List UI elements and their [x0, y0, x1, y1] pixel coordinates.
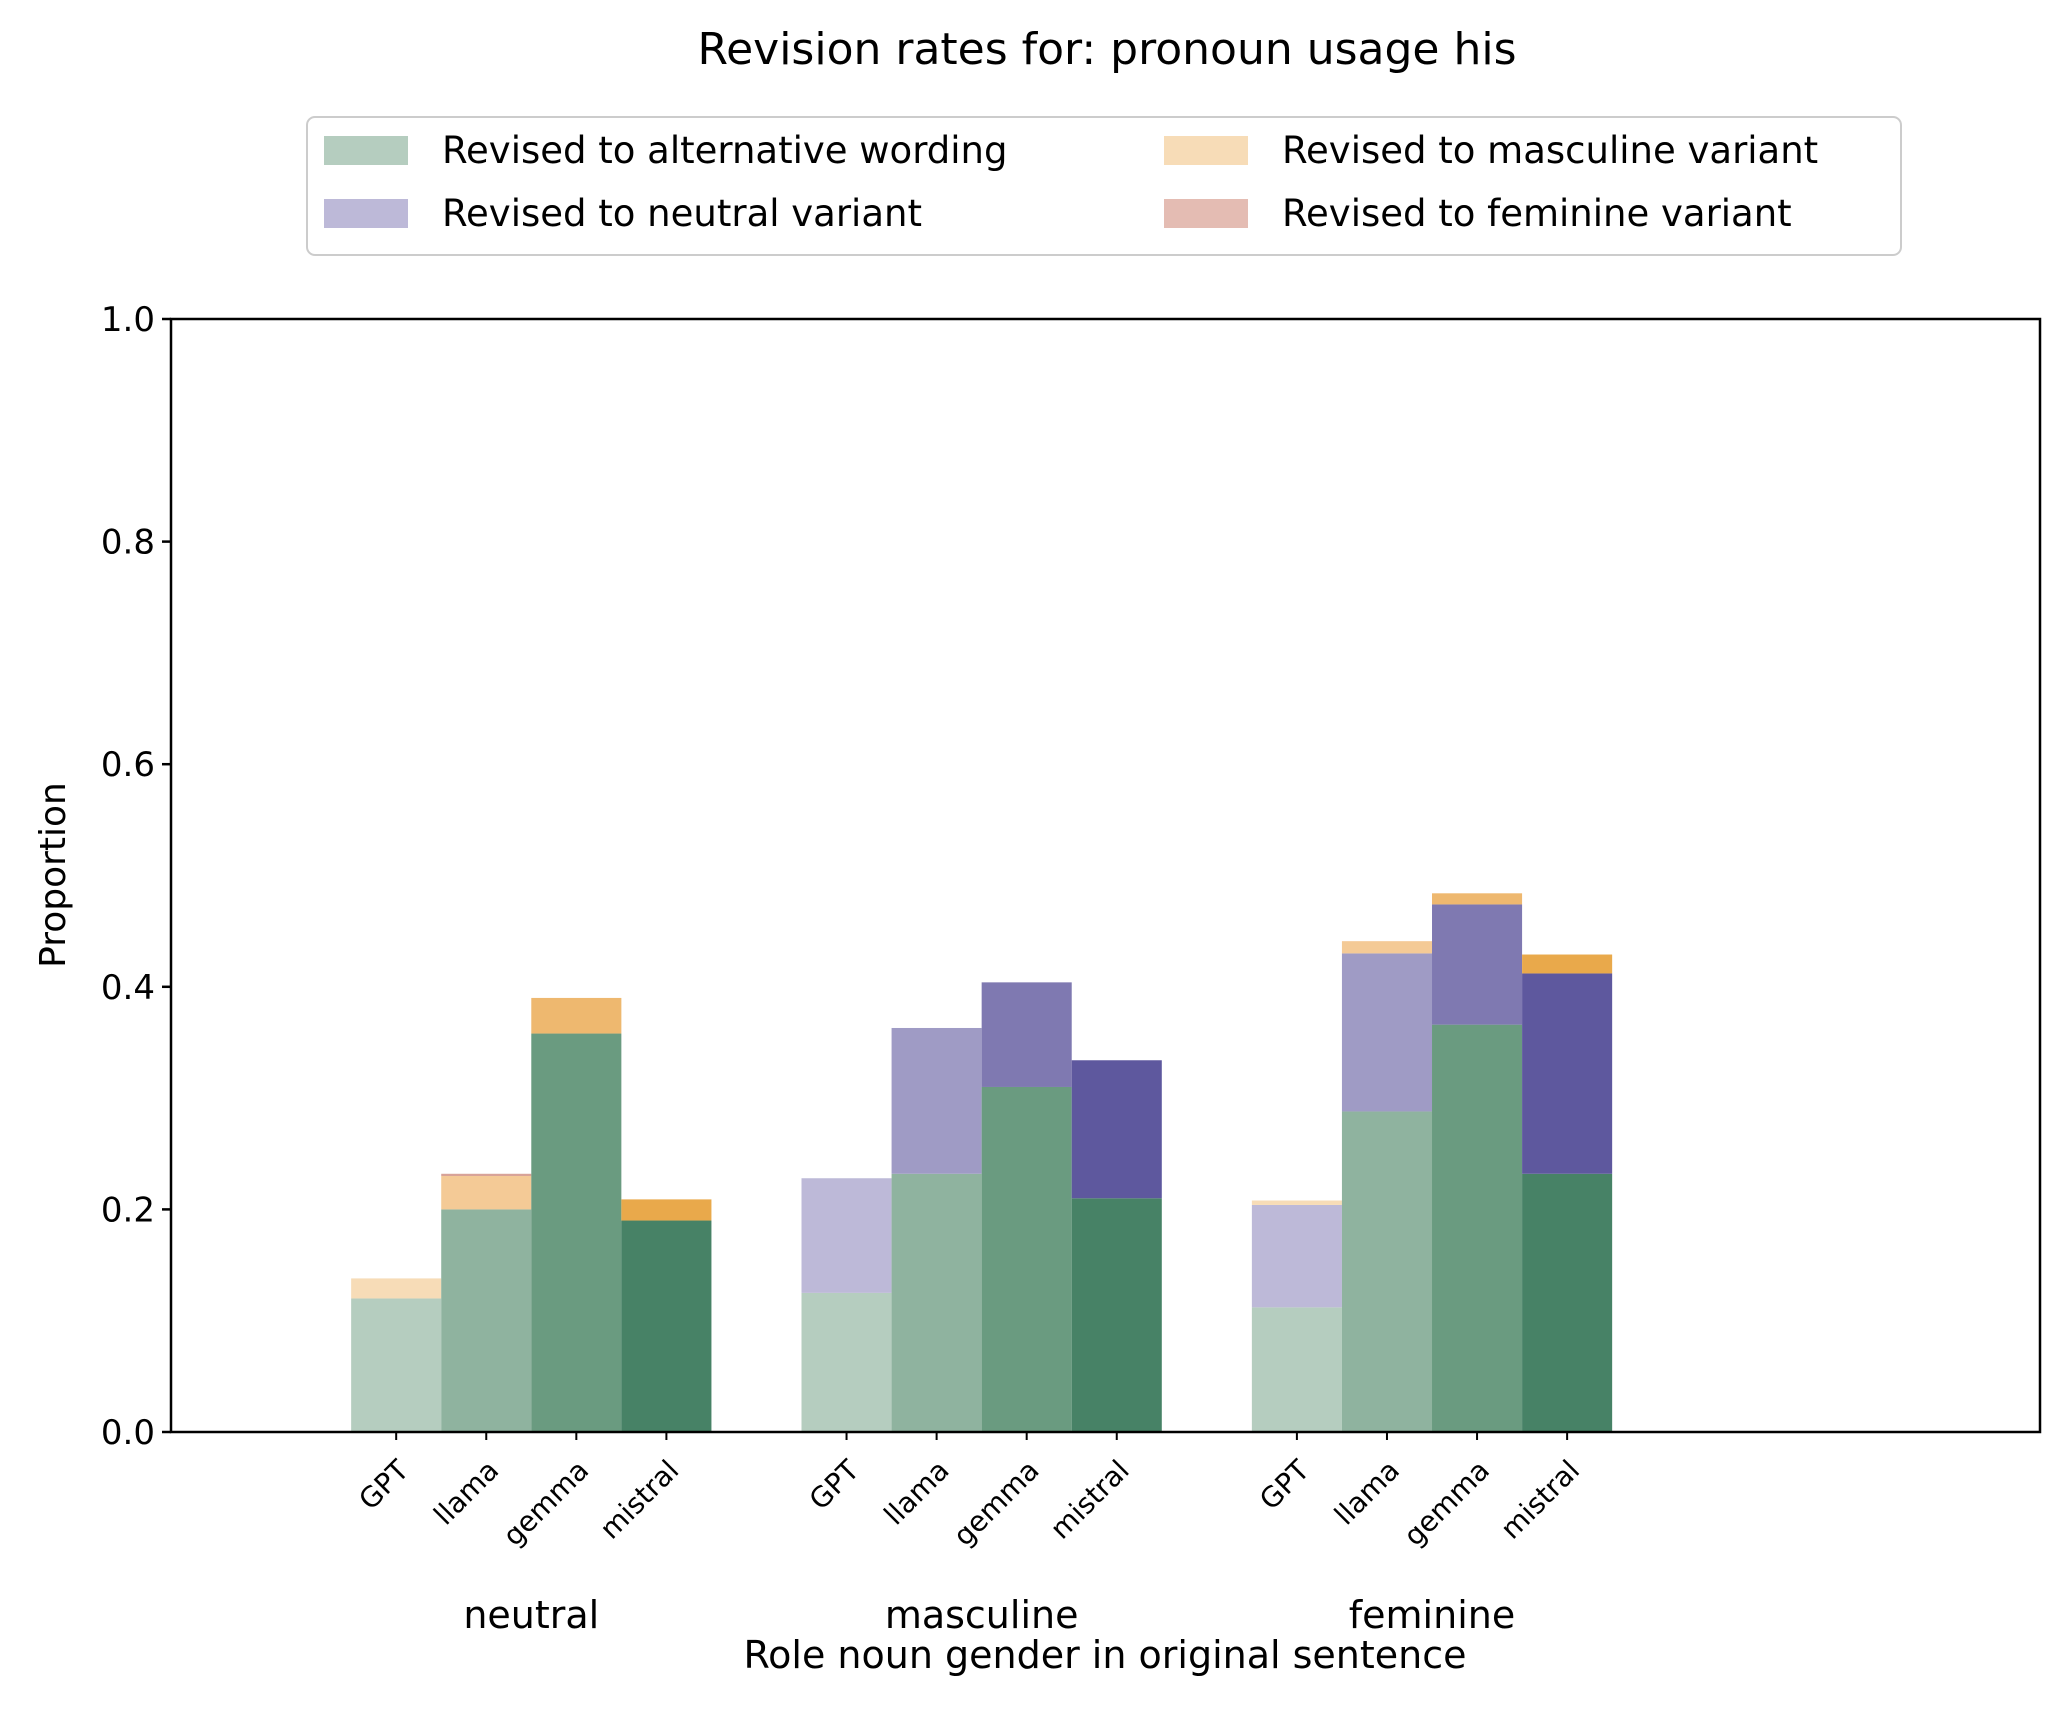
- bar-masculine-llama-neu: [891, 1027, 982, 1174]
- bar-feminine-GPT-neu: [1251, 1204, 1342, 1308]
- group-label-neutral: neutral: [463, 1593, 599, 1637]
- bars-layer: [351, 893, 1613, 1432]
- bar-neutral-llama-alt: [441, 1209, 532, 1432]
- bar-masculine-llama-alt: [891, 1173, 982, 1432]
- bar-feminine-gemma-alt: [1432, 1024, 1523, 1432]
- group-label-masculine: masculine: [885, 1593, 1079, 1637]
- y-tick-label: 0.4: [101, 968, 155, 1008]
- legend-label-mas: Revised to masculine variant: [1282, 129, 1818, 172]
- x-tick-label-mistral: mistral: [593, 1454, 685, 1546]
- y-axis: 0.0 0.2 0.4 0.6 0.8 1.0: [101, 300, 171, 1453]
- bar-masculine-mistral-alt: [1071, 1198, 1162, 1432]
- bar-masculine-GPT-alt: [801, 1292, 892, 1432]
- legend-label-fem: Revised to feminine variant: [1282, 192, 1792, 235]
- x-tick-label-GPT: GPT: [1253, 1453, 1316, 1516]
- legend-label-neu: Revised to neutral variant: [442, 192, 922, 235]
- bar-feminine-mistral-mas: [1522, 954, 1613, 974]
- bar-feminine-mistral-alt: [1522, 1173, 1613, 1432]
- bar-neutral-llama-fem: [441, 1173, 532, 1177]
- bar-neutral-mistral-mas: [621, 1199, 712, 1221]
- x-tick-label-mistral: mistral: [1044, 1454, 1136, 1546]
- legend-swatch-mas: [1164, 136, 1248, 165]
- bar-neutral-GPT-alt: [351, 1298, 442, 1432]
- legend-swatch-neu: [324, 199, 408, 228]
- plot-frame: [169, 317, 2042, 1434]
- bar-feminine-GPT-mas: [1251, 1200, 1342, 1205]
- x-tick-label-llama: llama: [1328, 1454, 1406, 1532]
- bar-neutral-llama-mas: [441, 1176, 532, 1210]
- y-axis-label: Proportion: [33, 782, 74, 968]
- bar-neutral-GPT-mas: [351, 1278, 442, 1299]
- x-tick-label-gemma: gemma: [1397, 1454, 1496, 1553]
- bar-neutral-gemma-mas: [531, 997, 622, 1034]
- bar-masculine-GPT-neu: [801, 1178, 892, 1293]
- y-tick-label: 0.8: [101, 523, 155, 563]
- bar-feminine-gemma-neu: [1432, 904, 1523, 1025]
- legend: Revised to alternative wording Revised to…: [306, 116, 1902, 256]
- bar-masculine-gemma-neu: [981, 982, 1072, 1087]
- bar-masculine-mistral-neu: [1071, 1060, 1162, 1199]
- y-tick-label: 0.2: [101, 1190, 155, 1230]
- x-tick-label-llama: llama: [878, 1454, 956, 1532]
- bar-feminine-llama-alt: [1341, 1111, 1433, 1432]
- x-axis-label: Role noun gender in original sentence: [743, 1633, 1466, 1677]
- bar-feminine-llama-neu: [1341, 953, 1433, 1112]
- bar-neutral-mistral-alt: [621, 1220, 712, 1432]
- x-tick-label-gemma: gemma: [496, 1454, 595, 1553]
- x-tick-label-GPT: GPT: [803, 1453, 866, 1516]
- x-tick-label-llama: llama: [427, 1454, 505, 1532]
- bar-feminine-llama-mas: [1341, 941, 1433, 954]
- y-tick-label: 1.0: [101, 300, 155, 340]
- legend-swatch-fem: [1164, 199, 1248, 228]
- bar-feminine-GPT-alt: [1251, 1307, 1342, 1432]
- chart-title: Revision rates for: pronoun usage his: [697, 24, 1516, 75]
- bar-masculine-gemma-alt: [981, 1086, 1072, 1432]
- group-label-feminine: feminine: [1349, 1593, 1515, 1637]
- bar-feminine-mistral-neu: [1522, 973, 1613, 1174]
- y-tick-label: 0.6: [101, 745, 155, 785]
- y-tick-label: 0.0: [101, 1413, 155, 1453]
- x-tick-label-GPT: GPT: [352, 1453, 415, 1516]
- legend-label-alt: Revised to alternative wording: [442, 129, 1007, 172]
- x-tick-label-mistral: mistral: [1494, 1454, 1586, 1546]
- bar-feminine-gemma-mas: [1432, 893, 1523, 905]
- bar-neutral-gemma-alt: [531, 1033, 622, 1432]
- legend-box: [306, 116, 1902, 256]
- legend-swatch-alt: [324, 136, 408, 165]
- x-tick-label-gemma: gemma: [947, 1454, 1046, 1553]
